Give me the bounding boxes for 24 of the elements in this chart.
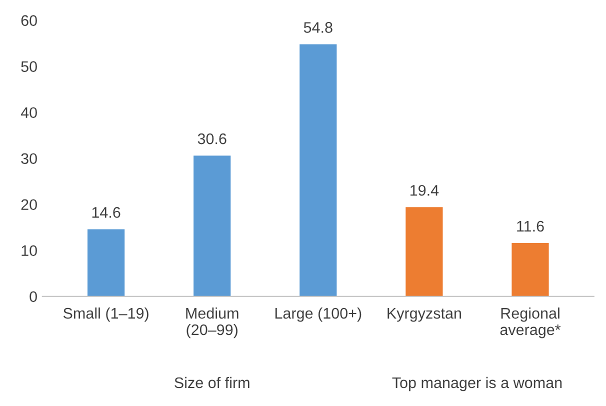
bar (87, 229, 125, 296)
bar (512, 243, 549, 296)
y-tick-label: 0 (30, 291, 37, 302)
data-label: 14.6 (92, 207, 120, 218)
x-tick-label: Medium (20–99) (186, 307, 238, 338)
x-tick-label: Kyrgyzstan (388, 308, 461, 322)
x-tick-label: Regional average* (500, 307, 561, 338)
data-label: 11.6 (517, 220, 544, 232)
text: Size of firm (174, 376, 250, 388)
bar (300, 44, 337, 296)
y-tick-label: 50 (21, 61, 37, 72)
data-label: 54.8 (304, 22, 332, 33)
text: Top manager is a woman (392, 376, 562, 392)
x-tick-label: Small (1–19) (63, 307, 148, 322)
data-label: 30.6 (198, 133, 226, 144)
bar (406, 207, 443, 296)
y-tick-label: 10 (22, 245, 37, 256)
data-label: 19.4 (410, 184, 439, 196)
y-tick-label: 40 (20, 107, 37, 118)
bar (194, 156, 231, 296)
y-tick-label: 20 (21, 199, 37, 210)
y-tick-label: 60 (21, 15, 37, 26)
x-tick-label: Large (100+) (275, 307, 362, 322)
y-tick-label: 30 (21, 153, 37, 164)
